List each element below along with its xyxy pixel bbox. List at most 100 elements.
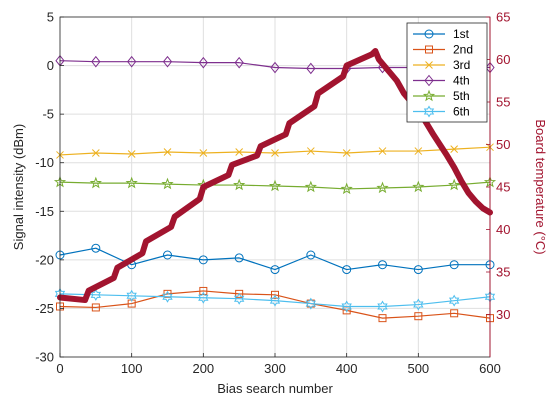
data-point — [450, 309, 459, 318]
data-point — [198, 291, 209, 304]
data-point — [270, 265, 280, 275]
data-point — [234, 253, 244, 263]
legend-label: 1st — [453, 27, 470, 41]
x-tick-label: 600 — [479, 361, 501, 376]
y-axis-left-title: Signal intensity (dBm) — [11, 124, 26, 250]
y-right-tick-label: 30 — [496, 307, 510, 322]
data-point — [161, 177, 174, 190]
y-left-tick-label: -20 — [35, 252, 54, 267]
legend-marker — [425, 45, 433, 54]
y-left-tick-label: -10 — [35, 155, 54, 170]
data-point — [378, 147, 387, 155]
data-point — [413, 265, 423, 275]
data-point — [91, 55, 101, 68]
series-line — [57, 48, 493, 304]
legend-label: 6th — [453, 105, 470, 119]
data-point — [378, 260, 387, 270]
data-point — [89, 176, 102, 189]
data-point — [125, 176, 138, 189]
data-point — [234, 56, 244, 69]
data-point — [414, 312, 423, 321]
data-point — [199, 149, 208, 157]
data-point — [162, 55, 173, 68]
data-point — [162, 290, 173, 303]
data-point — [271, 290, 279, 299]
legend-label: 4th — [453, 74, 470, 88]
data-point — [306, 250, 316, 260]
y-right-tick-label: 60 — [496, 52, 510, 67]
y-right-tick-label: 40 — [496, 222, 510, 237]
data-point — [235, 148, 244, 156]
y-right-tick-label: 45 — [496, 180, 510, 195]
data-point — [233, 178, 246, 191]
data-point — [163, 148, 172, 156]
series-5th — [53, 175, 497, 195]
series-line — [59, 247, 491, 271]
legend-label: 5th — [453, 89, 470, 103]
data-point — [448, 294, 460, 307]
x-tick-label: 200 — [192, 361, 214, 376]
series-line — [59, 293, 491, 308]
legend-marker — [424, 29, 434, 39]
y-right-tick-label: 55 — [496, 95, 510, 110]
legend-marker — [424, 74, 434, 87]
y-right-tick-label: 50 — [496, 137, 510, 152]
data-point — [126, 289, 137, 302]
data-point — [412, 180, 425, 193]
legend-label: 2nd — [453, 43, 473, 57]
data-point — [163, 250, 172, 260]
legend-marker — [422, 89, 436, 102]
data-point — [271, 149, 279, 157]
data-point — [306, 62, 316, 75]
data-point — [127, 55, 137, 68]
data-point — [233, 292, 245, 305]
data-point — [91, 149, 100, 157]
data-point — [270, 61, 280, 74]
data-point — [304, 180, 317, 193]
x-tick-label: 400 — [336, 361, 358, 376]
x-tick-label: 300 — [264, 361, 286, 376]
data-point — [340, 182, 353, 195]
legend-item: 6th — [413, 105, 470, 119]
data-point — [305, 297, 317, 310]
data-point — [448, 178, 461, 191]
data-point — [342, 265, 352, 275]
y-right-tick-label: 65 — [496, 10, 510, 25]
data-point — [198, 56, 208, 69]
y-left-tick-label: 0 — [47, 58, 54, 73]
x-tick-label: 500 — [407, 361, 429, 376]
legend-item: 2nd — [413, 43, 473, 57]
y-left-tick-label: -25 — [35, 301, 54, 316]
legend-box — [406, 22, 488, 123]
series-3rd — [56, 143, 494, 159]
data-point — [377, 300, 388, 313]
legend-label: 3rd — [453, 58, 470, 72]
series-board-temperature — [57, 48, 493, 304]
x-tick-label: 0 — [56, 361, 63, 376]
y-left-tick-label: -15 — [35, 204, 54, 219]
data-point — [414, 147, 423, 155]
data-point — [91, 243, 101, 253]
data-point — [450, 145, 459, 153]
data-point — [199, 286, 208, 295]
data-point — [306, 147, 315, 155]
series-line — [59, 181, 491, 190]
data-point — [269, 294, 281, 307]
data-point — [341, 300, 352, 313]
x-tick-label: 100 — [121, 361, 143, 376]
legend-item: 1st — [413, 27, 470, 41]
data-point — [268, 179, 282, 192]
data-point — [198, 255, 208, 265]
x-axis-title: Bias search number — [217, 381, 333, 396]
data-point — [342, 149, 351, 157]
data-point — [235, 289, 244, 298]
legend-marker — [425, 61, 433, 69]
legend-marker — [423, 105, 435, 118]
y-left-tick-label: -5 — [42, 107, 54, 122]
y-axis-right-title: Board temperature (°C) — [533, 119, 548, 254]
data-point — [91, 303, 100, 312]
data-point — [413, 298, 424, 311]
y-left-tick-label: -30 — [35, 350, 54, 365]
